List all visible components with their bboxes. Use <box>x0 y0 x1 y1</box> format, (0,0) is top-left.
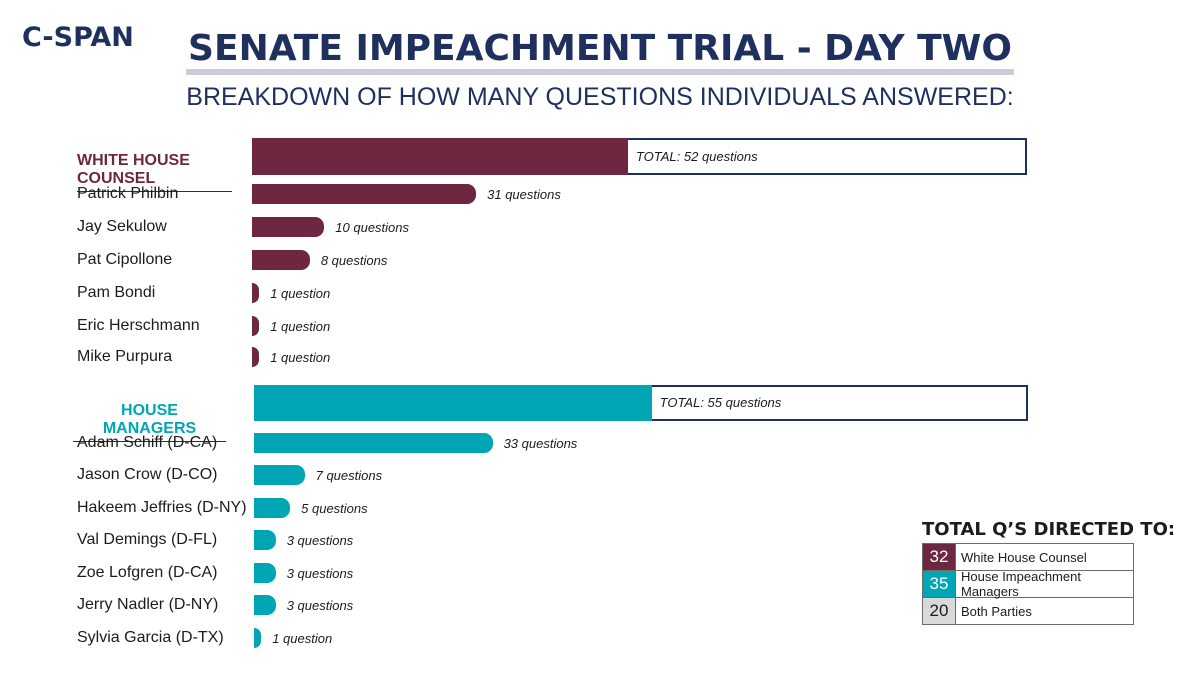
chart-title-text: SENATE IMPEACHMENT TRIAL - DAY TWO <box>186 28 1014 75</box>
bar-eric-herschmann <box>252 316 260 336</box>
legend-title: TOTAL Q’S DIRECTED TO: <box>922 519 1176 540</box>
bar-sylvia-garcia-d-tx <box>254 628 262 648</box>
bar-val-demings-d-fl <box>254 530 276 550</box>
bar-pat-cipollone <box>252 250 310 270</box>
bar-mike-purpura <box>252 347 260 367</box>
legend-value-both-parties: 20 <box>923 598 956 624</box>
house-managers-total-label: TOTAL: 55 questions <box>659 395 782 410</box>
name-jay-sekulow: Jay Sekulow <box>77 218 167 235</box>
legend-label-house-managers: House Impeachment Managers <box>961 569 1081 599</box>
value-label-hakeem-jeffries-d-ny: 5 questions <box>301 501 368 516</box>
legend-row-white-house: 32 White House Counsel <box>923 544 1133 570</box>
name-val-demings-d-fl: Val Demings (D-FL) <box>77 531 218 548</box>
white-house-counsel-total-bar <box>252 138 628 175</box>
name-jerry-nadler-d-ny: Jerry Nadler (D-NY) <box>77 596 219 613</box>
white-house-counsel-section-label: WHITE HOUSE COUNSEL <box>77 152 232 192</box>
legend-value-white-house: 32 <box>923 544 956 570</box>
value-label-eric-herschmann: 1 question <box>270 319 331 334</box>
bar-jerry-nadler-d-ny <box>254 595 276 615</box>
value-label-mike-purpura: 1 question <box>270 350 331 365</box>
bar-hakeem-jeffries-d-ny <box>254 498 291 518</box>
bar-pam-bondi <box>252 283 260 303</box>
legend-label-both-parties: Both Parties <box>961 603 1032 619</box>
name-adam-schiff-d-ca: Adam Schiff (D-CA) <box>77 434 218 451</box>
house-managers-section-label: HOUSE MANAGERS <box>73 402 226 442</box>
white-house-counsel-total-label: TOTAL: 52 questions <box>635 148 758 164</box>
name-hakeem-jeffries-d-ny: Hakeem Jeffries (D-NY) <box>77 499 247 516</box>
name-eric-herschmann: Eric Herschmann <box>77 317 200 334</box>
value-label-pat-cipollone: 8 questions <box>320 253 388 268</box>
value-label-jay-sekulow: 10 questions <box>335 220 410 235</box>
value-label-patrick-philbin: 31 questions <box>487 187 561 202</box>
value-label-adam-schiff-d-ca: 33 questions <box>503 436 578 451</box>
legend-table: 32 White House Counsel 35 House Impeachm… <box>922 543 1134 625</box>
legend-row-house-managers: 35 House Impeachment Managers <box>923 569 1133 599</box>
cspan-logo: C-SPAN <box>22 22 134 53</box>
value-label-jerry-nadler-d-ny: 3 questions <box>286 598 354 613</box>
chart-subtitle: BREAKDOWN OF HOW MANY QUESTIONS INDIVIDU… <box>186 83 1014 111</box>
name-zoe-lofgren-d-ca: Zoe Lofgren (D-CA) <box>77 564 218 581</box>
value-label-pam-bondi: 1 question <box>270 286 331 301</box>
bar-patrick-philbin <box>252 184 477 204</box>
bar-jason-crow-d-co <box>254 465 305 485</box>
bar-zoe-lofgren-d-ca <box>254 563 276 583</box>
value-label-val-demings-d-fl: 3 questions <box>286 533 354 548</box>
legend-label-white-house: White House Counsel <box>961 549 1087 565</box>
name-patrick-philbin: Patrick Philbin <box>77 185 179 202</box>
chart-title: SENATE IMPEACHMENT TRIAL - DAY TWO <box>0 28 1200 75</box>
name-mike-purpura: Mike Purpura <box>77 348 173 365</box>
name-pat-cipollone: Pat Cipollone <box>77 251 173 268</box>
house-managers-total-bar <box>254 385 652 421</box>
bar-jay-sekulow <box>252 217 325 237</box>
name-sylvia-garcia-d-tx: Sylvia Garcia (D-TX) <box>77 629 224 646</box>
value-label-sylvia-garcia-d-tx: 1 question <box>272 631 333 646</box>
name-pam-bondi: Pam Bondi <box>77 284 156 301</box>
value-label-jason-crow-d-co: 7 questions <box>315 468 383 483</box>
legend-value-house-managers: 35 <box>923 571 956 597</box>
legend-row-both-parties: 20 Both Parties <box>923 597 1133 624</box>
value-label-zoe-lofgren-d-ca: 3 questions <box>286 566 354 581</box>
name-jason-crow-d-co: Jason Crow (D-CO) <box>77 466 218 483</box>
bar-adam-schiff-d-ca <box>254 433 493 453</box>
